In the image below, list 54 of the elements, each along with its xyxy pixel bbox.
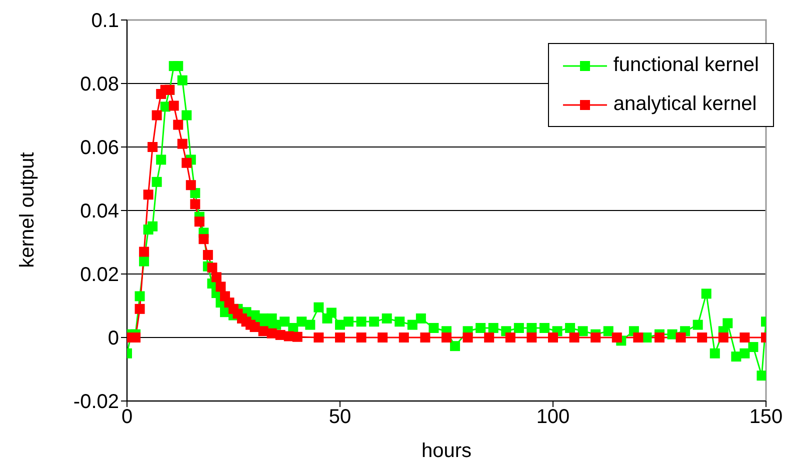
point (356, 332, 366, 342)
point (148, 142, 158, 152)
point (740, 332, 750, 342)
legend-label: analytical kernel (613, 93, 757, 116)
point (526, 332, 537, 342)
point (216, 282, 226, 292)
point (697, 332, 708, 342)
y-tick-label: 0.08 (80, 74, 119, 96)
point (442, 332, 452, 342)
point (378, 332, 388, 342)
point (548, 332, 558, 342)
y-tick-label: 0.04 (80, 200, 119, 223)
point (173, 120, 184, 130)
point (398, 332, 409, 342)
point (654, 332, 664, 342)
y-tick-label: 0.1 (91, 10, 119, 32)
point (211, 272, 222, 282)
point (134, 304, 145, 314)
x-axis-title: hours (421, 440, 472, 459)
point (569, 332, 580, 342)
y-tick-label: 0 (108, 328, 119, 350)
point (190, 199, 200, 210)
y-tick-label: 0.06 (80, 137, 119, 160)
point (314, 332, 324, 342)
point (484, 332, 494, 342)
x-tick-label: 0 (121, 406, 133, 428)
point (590, 332, 601, 342)
point (505, 332, 516, 342)
point (335, 332, 345, 342)
point (292, 332, 302, 342)
point (186, 180, 196, 190)
point (718, 332, 728, 342)
x-tick-label: 100 (536, 406, 570, 428)
point (194, 216, 204, 227)
point (676, 332, 686, 342)
y-tick-label: -0.02 (73, 391, 119, 414)
point (198, 234, 209, 244)
legend-label: functional kernel (613, 54, 759, 77)
point (143, 190, 154, 200)
x-tick-label: 50 (328, 406, 352, 428)
point (462, 332, 473, 342)
point (177, 138, 188, 149)
point (420, 332, 430, 342)
point (207, 262, 218, 273)
point (202, 250, 213, 260)
point (633, 332, 644, 342)
point (182, 158, 192, 168)
point (152, 110, 162, 120)
y-axis-title: kernel output (16, 152, 38, 268)
point (612, 332, 622, 342)
y-tick-label: 0.02 (80, 264, 119, 286)
x-tick-label: 150 (749, 406, 783, 428)
point (168, 100, 179, 111)
point (139, 246, 150, 257)
